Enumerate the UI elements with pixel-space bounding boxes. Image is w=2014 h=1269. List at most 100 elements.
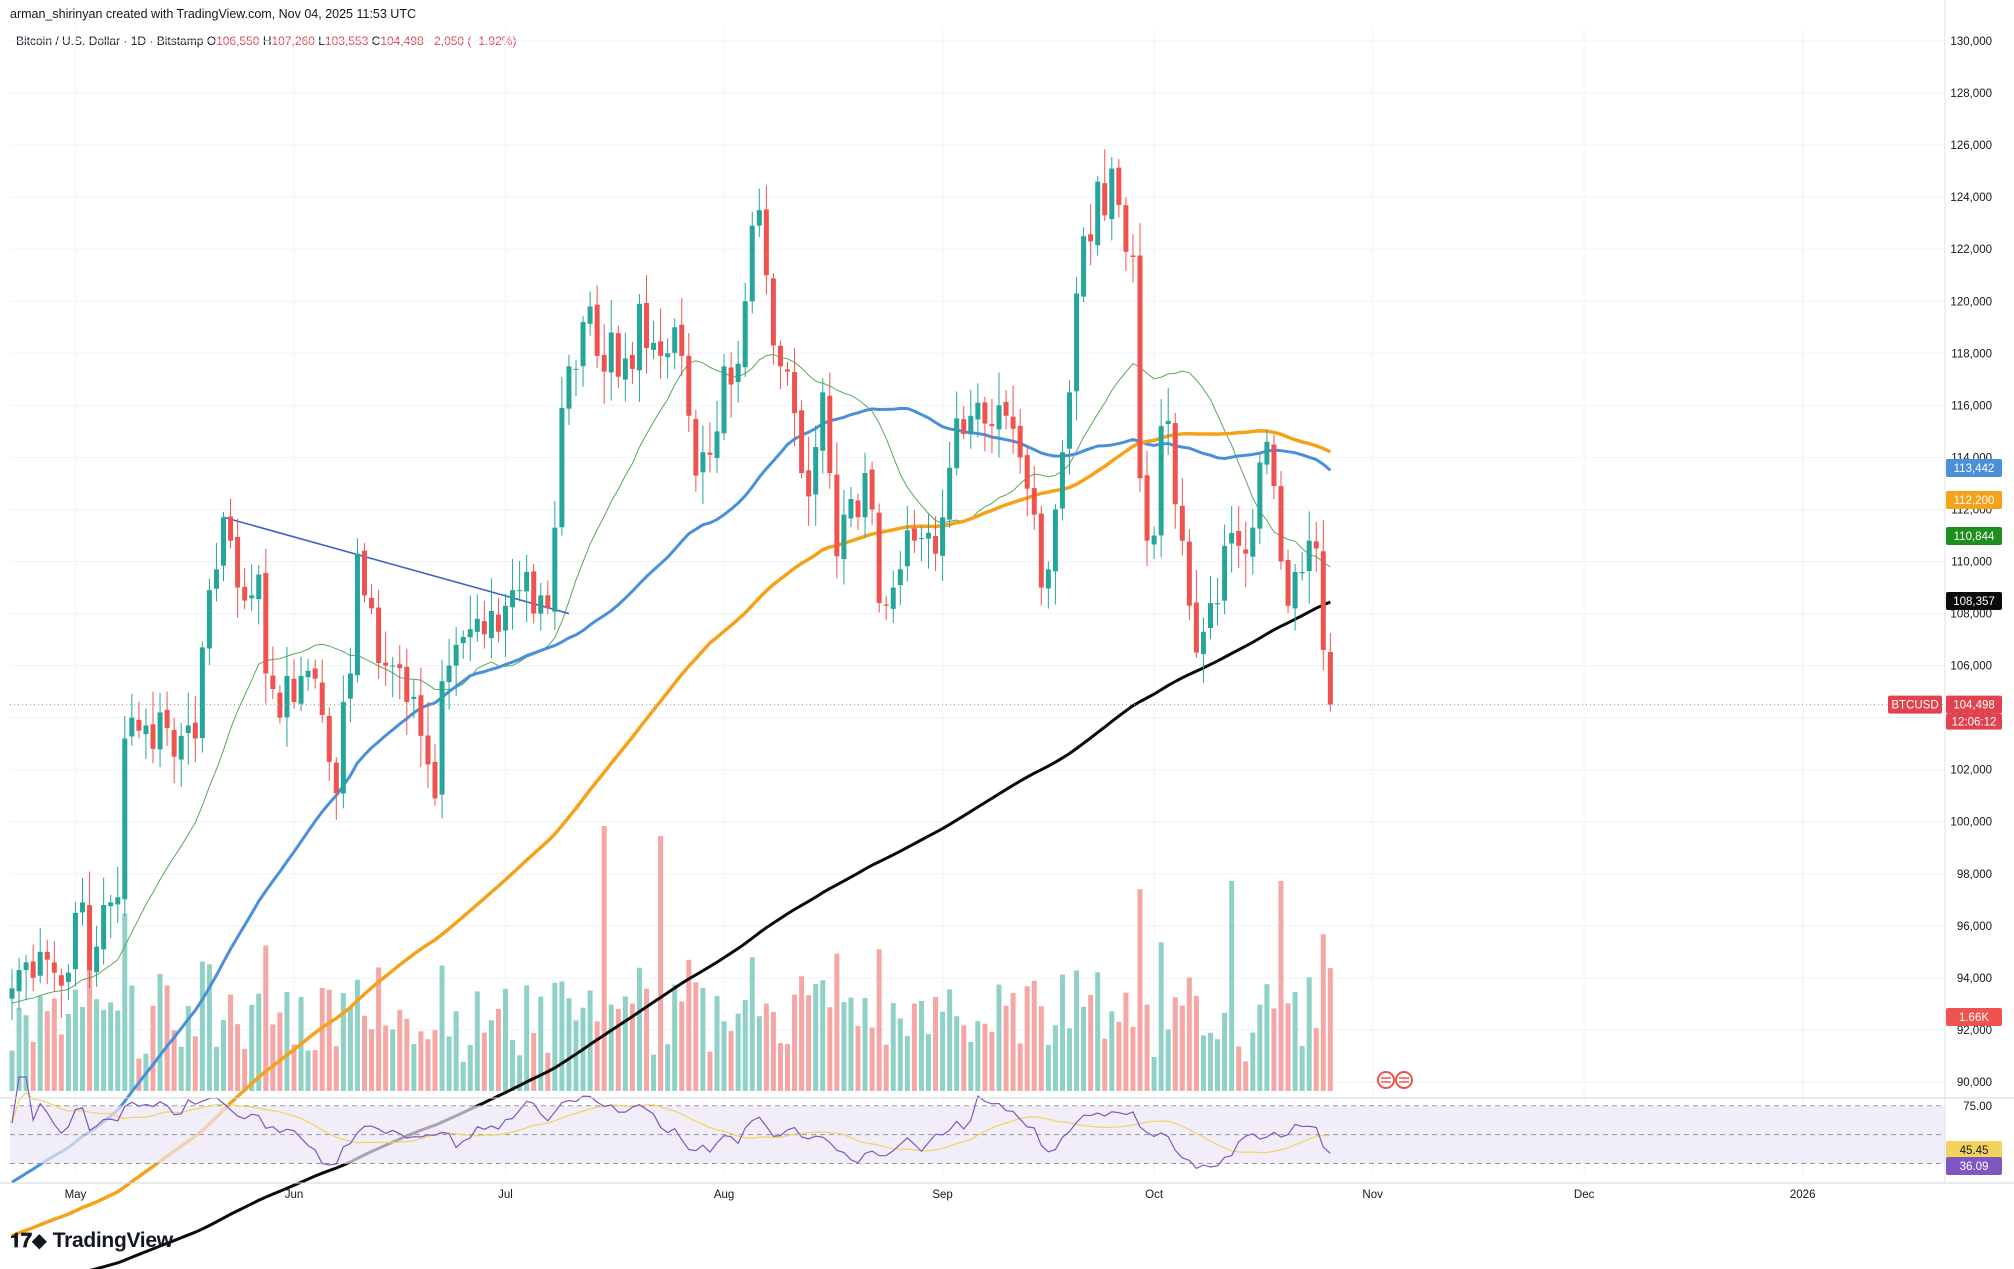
volume-bar bbox=[1116, 1021, 1122, 1091]
volume-bar bbox=[636, 967, 642, 1091]
candle-body bbox=[1003, 401, 1009, 416]
candle-body bbox=[961, 419, 967, 434]
candle-body bbox=[911, 528, 917, 541]
candle-body bbox=[101, 905, 107, 950]
volume-bar bbox=[538, 996, 544, 1091]
volume-bar bbox=[263, 945, 269, 1091]
volume-bar bbox=[439, 965, 445, 1091]
candle-body bbox=[1123, 205, 1129, 252]
tag-box bbox=[1946, 1008, 2002, 1026]
volume-bar bbox=[284, 992, 290, 1091]
volume-bar bbox=[799, 976, 805, 1091]
volume-bar bbox=[9, 1050, 15, 1091]
y-tick-label: 124,000 bbox=[1950, 192, 1992, 204]
volume-bars bbox=[9, 826, 1333, 1091]
tag-box bbox=[1946, 527, 2002, 545]
candle-body bbox=[799, 410, 805, 474]
candle-body bbox=[735, 363, 741, 383]
volume-bar bbox=[587, 990, 593, 1091]
candle-body bbox=[192, 722, 198, 739]
x-tick-label: 2026 bbox=[1790, 1189, 1816, 1201]
volume-bar bbox=[277, 1012, 283, 1091]
volume-bar bbox=[594, 1021, 600, 1091]
candle-body bbox=[277, 692, 283, 718]
candle-body bbox=[30, 961, 36, 978]
trendline[interactable] bbox=[223, 516, 570, 615]
volume-bar bbox=[235, 1024, 241, 1091]
candle-body bbox=[333, 762, 339, 794]
candle-body bbox=[749, 225, 755, 302]
candle-body bbox=[305, 670, 311, 678]
candle-body bbox=[968, 415, 974, 435]
y-tick-label: 94,000 bbox=[1957, 973, 1992, 985]
candle-body bbox=[199, 647, 205, 739]
volume-bar bbox=[933, 996, 939, 1091]
volume-bar bbox=[728, 1030, 734, 1091]
candle-body bbox=[1010, 416, 1016, 429]
candle-body bbox=[566, 366, 572, 409]
volume-bar bbox=[1045, 1045, 1051, 1091]
volume-bar bbox=[848, 997, 854, 1091]
candle-body bbox=[1144, 475, 1150, 541]
volume-bar bbox=[989, 1031, 995, 1091]
candle-body bbox=[982, 402, 988, 424]
x-tick-label: Aug bbox=[714, 1189, 734, 1201]
volume-bar bbox=[228, 994, 234, 1091]
candle-body bbox=[1137, 255, 1143, 479]
candle-body bbox=[369, 597, 375, 609]
candle-body bbox=[206, 590, 212, 649]
candle-body bbox=[44, 951, 50, 960]
volume-bar bbox=[524, 985, 530, 1091]
volume-bar bbox=[503, 988, 508, 1091]
candle-body bbox=[1193, 602, 1199, 653]
tradingview-brand[interactable]: 𝟏𝟕◆ TradingView bbox=[10, 1228, 173, 1253]
candle-body bbox=[658, 341, 664, 356]
candle-body bbox=[1200, 631, 1206, 655]
y-tick-label: 100,000 bbox=[1950, 817, 1992, 829]
rsi-pane bbox=[10, 1076, 1945, 1170]
candle-body bbox=[1292, 571, 1298, 609]
candle-body bbox=[312, 668, 318, 679]
volume-bar bbox=[792, 994, 798, 1091]
volume-bar bbox=[192, 1036, 198, 1091]
candle-body bbox=[1151, 535, 1157, 545]
volume-bar bbox=[178, 1046, 184, 1091]
candle-body bbox=[742, 301, 748, 368]
volume-bar bbox=[813, 984, 819, 1091]
candle-body bbox=[1074, 293, 1080, 392]
volume-bar bbox=[481, 1032, 487, 1091]
volume-bar bbox=[1137, 889, 1143, 1091]
candle-body bbox=[390, 665, 396, 667]
candle-body bbox=[495, 614, 501, 632]
volume-bar bbox=[249, 1004, 255, 1091]
volume-bar bbox=[362, 1015, 367, 1091]
volume-bar bbox=[770, 1012, 776, 1091]
volume-bar bbox=[869, 1027, 875, 1091]
volume-bar bbox=[1130, 1026, 1136, 1091]
volume-bar bbox=[87, 960, 93, 1091]
volume-bar bbox=[777, 1043, 783, 1091]
volume-bar bbox=[721, 1021, 727, 1091]
candle-body bbox=[108, 902, 114, 907]
candle-body bbox=[270, 675, 276, 690]
candle-body bbox=[376, 607, 382, 663]
x-tick-label: Sep bbox=[932, 1189, 952, 1201]
candle-body bbox=[947, 467, 953, 520]
candle-body bbox=[714, 431, 720, 459]
volume-bar bbox=[1081, 1006, 1087, 1091]
volume-bar bbox=[1088, 994, 1094, 1091]
tag-symbol-text: BTCUSD bbox=[1891, 700, 1938, 712]
y-tick-label: 98,000 bbox=[1957, 869, 1992, 881]
volume-bar bbox=[1292, 991, 1298, 1091]
volume-bar bbox=[291, 1044, 297, 1091]
candle-body bbox=[883, 604, 889, 606]
candle-body bbox=[601, 354, 607, 372]
candle-body bbox=[80, 902, 85, 913]
volume-bar bbox=[693, 982, 699, 1091]
candle-body bbox=[580, 322, 586, 367]
rsi-line bbox=[11, 1076, 1331, 1170]
tag-value: 104,498 bbox=[1953, 700, 1995, 712]
volume-bar bbox=[608, 1004, 614, 1091]
candle-body bbox=[636, 303, 642, 371]
